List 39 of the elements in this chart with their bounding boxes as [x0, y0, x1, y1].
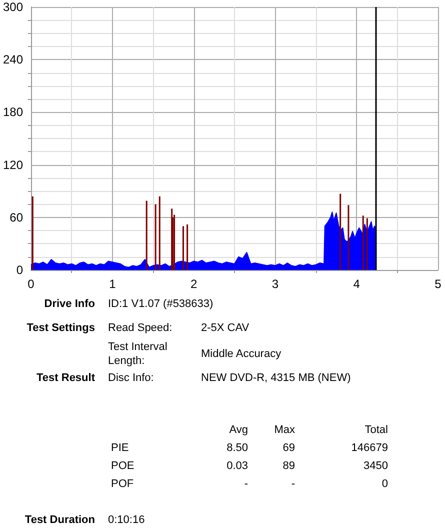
text: 0	[382, 478, 388, 490]
x-tick-label: 0	[28, 277, 35, 291]
y-tick-label: 180	[2, 105, 24, 120]
text: Max	[274, 424, 295, 436]
text: 3450	[364, 460, 388, 472]
text: 89	[282, 460, 295, 472]
text: Test Settings	[26, 322, 95, 334]
y-tick-label: 240	[2, 52, 24, 67]
text: Drive Info	[44, 298, 95, 310]
text: Middle Accuracy	[201, 348, 282, 360]
text: 0:10:16	[108, 514, 145, 526]
text: PIE	[111, 442, 129, 454]
text: 146679	[351, 442, 388, 454]
x-tick-label: 1	[109, 277, 116, 291]
text: Total	[364, 424, 388, 436]
x-tick-label: 2	[190, 277, 198, 291]
text: Disc Info:	[108, 372, 154, 384]
y-tick-label: 60	[10, 210, 24, 224]
text: ID:1 V1.07 (#538633)	[108, 298, 214, 310]
text: Read Speed:	[108, 322, 172, 334]
text: POE	[111, 460, 134, 472]
text: 69	[282, 442, 295, 454]
text: -	[291, 478, 295, 490]
y-tick-label: 300	[2, 0, 24, 14]
text: Test Duration	[24, 514, 95, 526]
y-tick-label: 120	[2, 158, 24, 172]
x-tick-label: 4	[353, 277, 360, 291]
text: Test Result	[36, 372, 95, 384]
text: 8.50	[226, 442, 248, 454]
text: 2-5X CAV	[201, 322, 250, 334]
text: Avg	[229, 424, 248, 436]
y-tick-label: 0	[16, 263, 24, 277]
text: -	[244, 478, 248, 490]
x-tick-label: 3	[272, 277, 279, 291]
text: NEW DVD-R, 4315 MB (NEW)	[201, 372, 351, 384]
text: Test Interval Length:	[108, 340, 168, 368]
text: 0.03	[226, 460, 248, 472]
text: POF	[111, 478, 134, 490]
x-tick-label: 5	[434, 277, 442, 291]
